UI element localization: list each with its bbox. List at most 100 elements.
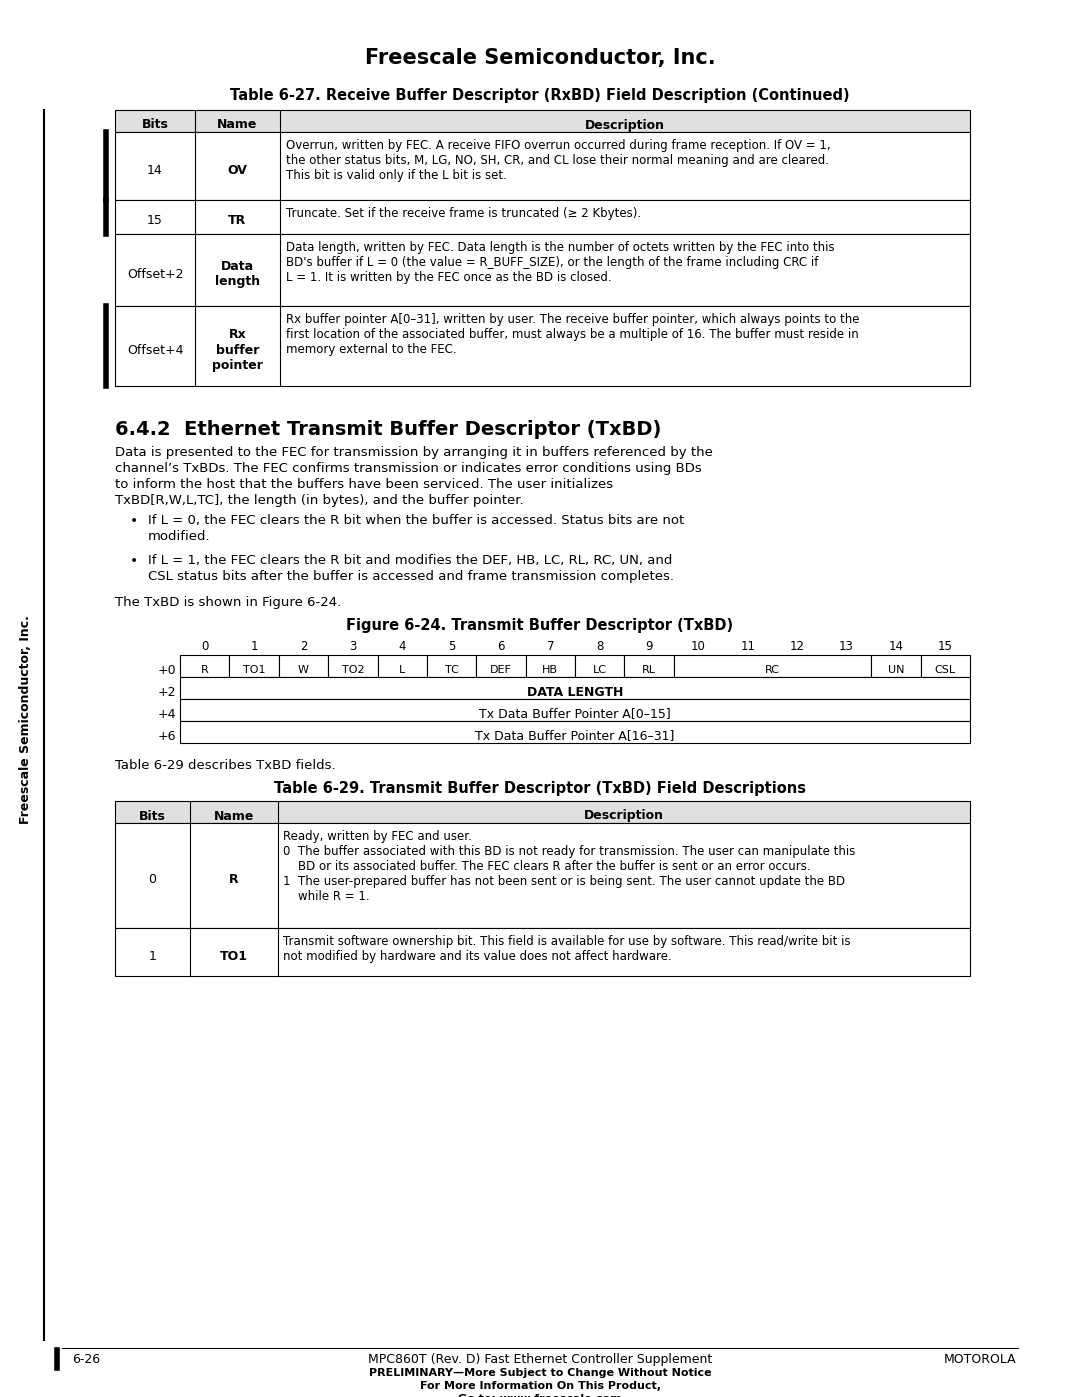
Text: Data
length: Data length bbox=[215, 260, 260, 288]
Bar bbox=[180, 655, 229, 678]
Text: channel’s TxBDs. The FEC confirms transmission or indicates error conditions usi: channel’s TxBDs. The FEC confirms transm… bbox=[114, 462, 702, 475]
Text: MOTOROLA: MOTOROLA bbox=[943, 1354, 1016, 1366]
Bar bbox=[328, 655, 378, 678]
Text: 1: 1 bbox=[149, 950, 157, 963]
Text: modified.: modified. bbox=[148, 529, 211, 543]
Text: OV: OV bbox=[228, 163, 247, 176]
Text: CSL status bits after the buffer is accessed and frame transmission completes.: CSL status bits after the buffer is acce… bbox=[148, 570, 674, 583]
Text: Freescale Semiconductor, Inc.: Freescale Semiconductor, Inc. bbox=[365, 47, 715, 68]
Text: 14: 14 bbox=[889, 640, 904, 652]
Text: If L = 0, the FEC clears the R bit when the buffer is accessed. Status bits are : If L = 0, the FEC clears the R bit when … bbox=[148, 514, 685, 527]
Text: 5: 5 bbox=[448, 640, 456, 652]
Text: 3: 3 bbox=[349, 640, 356, 652]
Text: 11: 11 bbox=[740, 640, 755, 652]
Text: to inform the host that the buffers have been serviced. The user initializes: to inform the host that the buffers have… bbox=[114, 478, 613, 490]
Text: RC: RC bbox=[765, 665, 780, 675]
Text: 8: 8 bbox=[596, 640, 604, 652]
Text: 0: 0 bbox=[149, 873, 157, 886]
Text: PRELIMINARY—More Subject to Change Without Notice: PRELIMINARY—More Subject to Change Witho… bbox=[368, 1368, 712, 1377]
Text: The TxBD is shown in Figure 6-24.: The TxBD is shown in Figure 6-24. bbox=[114, 597, 341, 609]
Text: Tx Data Buffer Pointer A[0–15]: Tx Data Buffer Pointer A[0–15] bbox=[480, 707, 671, 721]
Bar bbox=[114, 823, 970, 928]
Bar bbox=[575, 655, 624, 678]
Text: 7: 7 bbox=[546, 640, 554, 652]
Text: 9: 9 bbox=[646, 640, 652, 652]
Text: •: • bbox=[130, 555, 138, 569]
Text: L: L bbox=[400, 665, 405, 675]
Text: 15: 15 bbox=[147, 215, 163, 228]
Text: R: R bbox=[201, 665, 208, 675]
Text: R: R bbox=[229, 873, 239, 886]
Text: Bits: Bits bbox=[141, 119, 168, 131]
Bar bbox=[180, 721, 970, 743]
Text: +2: +2 bbox=[158, 686, 176, 698]
Bar bbox=[624, 655, 674, 678]
Text: +4: +4 bbox=[158, 707, 176, 721]
Bar bbox=[378, 655, 427, 678]
Text: For More Information On This Product,: For More Information On This Product, bbox=[419, 1382, 661, 1391]
Text: Overrun, written by FEC. A receive FIFO overrun occurred during frame reception.: Overrun, written by FEC. A receive FIFO … bbox=[286, 138, 831, 182]
Text: Description: Description bbox=[584, 809, 664, 823]
Bar bbox=[114, 928, 970, 977]
Text: Freescale Semiconductor, Inc.: Freescale Semiconductor, Inc. bbox=[19, 616, 32, 824]
Text: DEF: DEF bbox=[490, 665, 512, 675]
Bar bbox=[180, 698, 970, 721]
Text: Ready, written by FEC and user.
0  The buffer associated with this BD is not rea: Ready, written by FEC and user. 0 The bu… bbox=[283, 830, 855, 902]
Text: UN: UN bbox=[888, 665, 904, 675]
Text: Transmit software ownership bit. This field is available for use by software. Th: Transmit software ownership bit. This fi… bbox=[283, 935, 851, 963]
Text: 0: 0 bbox=[201, 640, 208, 652]
Text: CSL: CSL bbox=[935, 665, 956, 675]
Text: Data is presented to the FEC for transmission by arranging it in buffers referen: Data is presented to the FEC for transmi… bbox=[114, 446, 713, 460]
Text: Go to: www.freescale.com: Go to: www.freescale.com bbox=[458, 1394, 622, 1397]
Text: Rx buffer pointer A[0–31], written by user. The receive buffer pointer, which al: Rx buffer pointer A[0–31], written by us… bbox=[286, 313, 860, 356]
Text: 4: 4 bbox=[399, 640, 406, 652]
Text: Table 6-29 describes TxBD fields.: Table 6-29 describes TxBD fields. bbox=[114, 759, 336, 773]
Text: •: • bbox=[130, 514, 138, 528]
Bar bbox=[114, 235, 970, 306]
Bar bbox=[526, 655, 575, 678]
Text: 1: 1 bbox=[251, 640, 258, 652]
Bar bbox=[114, 110, 970, 131]
Text: If L = 1, the FEC clears the R bit and modifies the DEF, HB, LC, RL, RC, UN, and: If L = 1, the FEC clears the R bit and m… bbox=[148, 555, 673, 567]
Text: TO1: TO1 bbox=[220, 950, 248, 963]
Text: 12: 12 bbox=[789, 640, 805, 652]
Text: 6: 6 bbox=[497, 640, 504, 652]
Text: Data length, written by FEC. Data length is the number of octets written by the : Data length, written by FEC. Data length… bbox=[286, 242, 835, 284]
Text: Name: Name bbox=[214, 809, 254, 823]
Text: TC: TC bbox=[445, 665, 459, 675]
Text: TO1: TO1 bbox=[243, 665, 266, 675]
Text: Description: Description bbox=[585, 119, 665, 131]
Text: Truncate. Set if the receive frame is truncated (≥ 2 Kbytes).: Truncate. Set if the receive frame is tr… bbox=[286, 207, 642, 219]
Text: Table 6-29. Transmit Buffer Descriptor (TxBD) Field Descriptions: Table 6-29. Transmit Buffer Descriptor (… bbox=[274, 781, 806, 796]
Text: +6: +6 bbox=[158, 729, 176, 742]
Text: TxBD[R,W,L,TC], the length (in bytes), and the buffer pointer.: TxBD[R,W,L,TC], the length (in bytes), a… bbox=[114, 495, 524, 507]
Text: Offset+2: Offset+2 bbox=[126, 267, 184, 281]
Text: 10: 10 bbox=[691, 640, 706, 652]
Text: RL: RL bbox=[643, 665, 656, 675]
Text: TO2: TO2 bbox=[341, 665, 364, 675]
Text: 2: 2 bbox=[299, 640, 307, 652]
Text: TR: TR bbox=[228, 215, 246, 228]
Text: Rx
buffer
pointer: Rx buffer pointer bbox=[212, 328, 262, 372]
Text: DATA LENGTH: DATA LENGTH bbox=[527, 686, 623, 698]
Text: 14: 14 bbox=[147, 163, 163, 176]
Bar bbox=[476, 655, 526, 678]
Bar bbox=[114, 131, 970, 200]
Bar bbox=[674, 655, 872, 678]
Text: MPC860T (Rev. D) Fast Ethernet Controller Supplement: MPC860T (Rev. D) Fast Ethernet Controlle… bbox=[368, 1354, 712, 1366]
Bar bbox=[229, 655, 279, 678]
Text: 15: 15 bbox=[937, 640, 953, 652]
Bar bbox=[427, 655, 476, 678]
Bar bbox=[279, 655, 328, 678]
Text: HB: HB bbox=[542, 665, 558, 675]
Text: 6-26: 6-26 bbox=[72, 1354, 100, 1366]
Text: 6.4.2  Ethernet Transmit Buffer Descriptor (TxBD): 6.4.2 Ethernet Transmit Buffer Descripto… bbox=[114, 420, 661, 439]
Text: Tx Data Buffer Pointer A[16–31]: Tx Data Buffer Pointer A[16–31] bbox=[475, 729, 675, 742]
Text: Figure 6-24. Transmit Buffer Descriptor (TxBD): Figure 6-24. Transmit Buffer Descriptor … bbox=[347, 617, 733, 633]
Text: LC: LC bbox=[593, 665, 607, 675]
Text: W: W bbox=[298, 665, 309, 675]
Text: Offset+4: Offset+4 bbox=[126, 344, 184, 356]
Bar bbox=[872, 655, 920, 678]
Bar bbox=[114, 800, 970, 823]
Text: Bits: Bits bbox=[139, 809, 166, 823]
